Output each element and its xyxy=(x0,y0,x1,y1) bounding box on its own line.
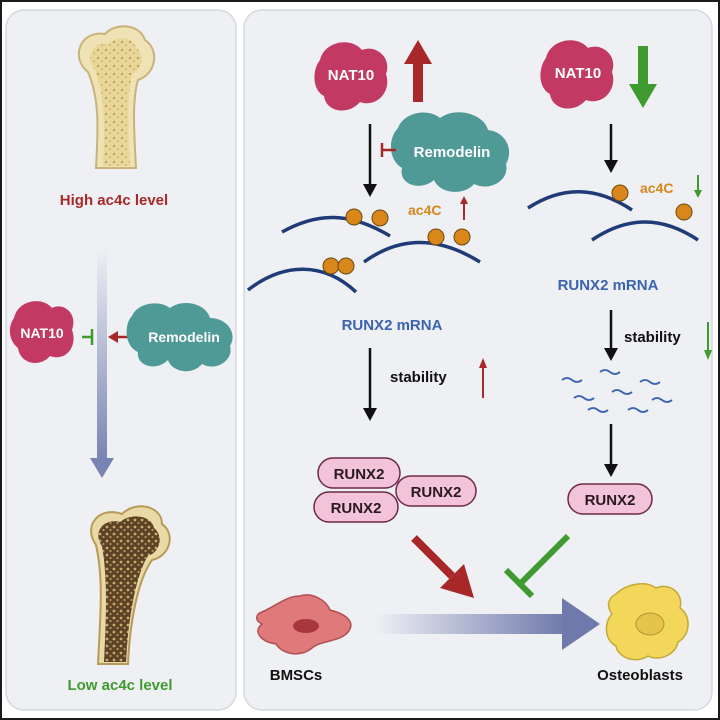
right-panel xyxy=(243,9,713,711)
promote-arrowhead xyxy=(440,564,474,598)
mid-mrna-strand-2 xyxy=(246,267,358,294)
left-remodelin-label: Remodelin xyxy=(148,329,220,345)
right-arrow-3-head xyxy=(604,464,618,477)
left-panel xyxy=(5,9,237,711)
left-nat10-label: NAT10 xyxy=(20,325,64,341)
runx2-pill-label-c: RUNX2 xyxy=(411,484,462,501)
mid-up-arrow-shaft xyxy=(413,62,423,102)
ac4c-modification-dot xyxy=(337,257,355,275)
right-ac4c-label: ac4C xyxy=(640,180,673,196)
osteoblast-nucleus xyxy=(635,612,665,636)
inhibit-diagonal-line xyxy=(519,533,571,585)
mid-stability-up-head xyxy=(479,358,487,368)
mid-mrna-strand-1 xyxy=(281,215,391,238)
mid-nat10-icon xyxy=(314,42,388,111)
mid-stability-label: stability xyxy=(390,369,447,386)
mid-remodelin-label: Remodelin xyxy=(414,144,491,161)
mid-mrna-label: RUNX2 mRNA xyxy=(342,317,443,334)
bmsc-nucleus xyxy=(293,619,319,633)
osteoporotic-femur-icon xyxy=(90,505,171,665)
low-ac4c-label: Low ac4c level xyxy=(67,677,172,694)
mid-mrna-strand-3 xyxy=(362,240,481,264)
nat10-enzyme-icon xyxy=(9,301,74,363)
ac4c-modification-dot xyxy=(371,209,389,227)
ac4c-modification-dot xyxy=(322,257,340,275)
runx2-protein-pill xyxy=(395,475,477,507)
right-nat10-label: NAT10 xyxy=(555,65,601,82)
inhibit-diagonal-bar xyxy=(503,567,535,599)
mid-ac4c-up-head xyxy=(460,196,468,204)
right-ac4c-down-head xyxy=(694,190,702,198)
ac4c-modification-dot xyxy=(675,203,693,221)
right-arrow-2-head xyxy=(604,348,618,361)
mid-arrow-2-head xyxy=(363,408,377,421)
mid-up-arrowhead xyxy=(404,40,432,64)
right-stability-label: stability xyxy=(624,329,681,346)
differentiation-arrowhead xyxy=(562,598,600,650)
ac4c-modification-dot xyxy=(345,208,363,226)
remodelin-drug-icon xyxy=(126,303,233,372)
runx2-protein-pill xyxy=(317,457,401,489)
right-nat10-icon xyxy=(540,40,614,109)
healthy-femur-icon xyxy=(77,25,156,169)
left-red-arrowhead xyxy=(108,331,118,343)
right-runx2-label: RUNX2 xyxy=(585,492,636,509)
promote-arrow-line xyxy=(411,535,455,579)
right-down-arrowhead xyxy=(629,84,657,108)
runx2-pill-label-b: RUNX2 xyxy=(331,500,382,517)
left-gradient-arrowhead xyxy=(90,458,114,478)
right-mrna-strand-2 xyxy=(591,220,699,242)
differentiation-arrow-shaft xyxy=(376,614,566,634)
mid-remodelin-icon xyxy=(390,112,510,192)
high-ac4c-label: High ac4c level xyxy=(60,192,168,209)
ac4c-modification-dot xyxy=(427,228,445,246)
runx2-protein-pill xyxy=(567,483,653,515)
mid-arrow-1-head xyxy=(363,184,377,197)
runx2-pill-label-a: RUNX2 xyxy=(334,466,385,483)
right-mrna-strand-1 xyxy=(527,190,633,212)
bmscs-label: BMSCs xyxy=(270,667,323,684)
degraded-mrna-fragments xyxy=(561,369,673,413)
left-gradient-shaft xyxy=(97,248,107,460)
osteoblasts-label: Osteoblasts xyxy=(597,667,683,684)
ac4c-modification-dot xyxy=(453,228,471,246)
right-stability-down-head xyxy=(704,350,712,360)
right-arrow-1-head xyxy=(604,160,618,173)
mid-nat10-label: NAT10 xyxy=(328,67,374,84)
mid-ac4c-label: ac4C xyxy=(408,202,441,218)
right-mrna-label: RUNX2 mRNA xyxy=(558,277,659,294)
ac4c-modification-dot xyxy=(611,184,629,202)
runx2-protein-pill xyxy=(313,491,399,523)
right-down-arrow-shaft xyxy=(638,46,648,86)
